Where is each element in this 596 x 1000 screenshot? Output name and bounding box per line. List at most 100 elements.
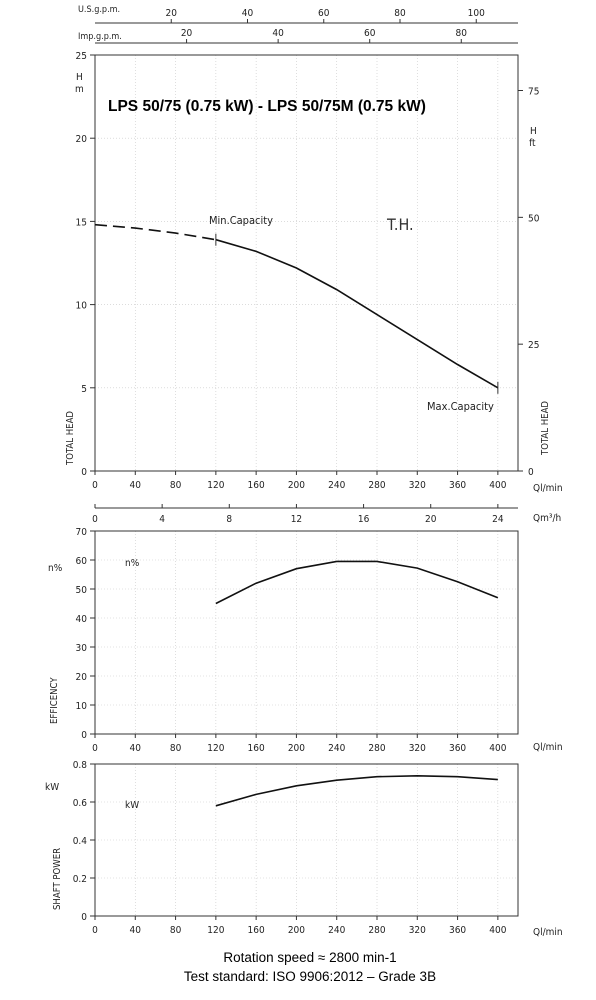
y2-tick-label: 25	[528, 340, 539, 351]
min-capacity-label: Min.Capacity	[209, 214, 273, 227]
x-tick-label: 0	[92, 743, 98, 754]
y-tick-label: 0.6	[73, 798, 88, 809]
x-tick-label: 120	[207, 925, 224, 936]
head-axis-title: TOTAL HEAD	[65, 411, 76, 466]
x-tick-label: 400	[489, 925, 506, 936]
power-unit: kW	[45, 782, 59, 793]
y-tick-label: 20	[76, 672, 88, 683]
top-axis-tick-label: 40	[272, 28, 284, 39]
x-tick-label: 160	[248, 743, 265, 754]
efficiency-unit: n%	[48, 563, 63, 574]
x-tick-label: 40	[130, 480, 142, 491]
head-ft-unit-h: H	[530, 126, 537, 137]
x-tick-label: 200	[288, 925, 305, 936]
x-tick-label: 200	[288, 743, 305, 754]
x-tick-label: 200	[288, 480, 305, 491]
x-tick-label: 280	[368, 743, 385, 754]
top-axis-tick-label: 80	[456, 28, 468, 39]
x-tick-label: 0	[92, 480, 98, 491]
x-tick-label: 80	[170, 925, 182, 936]
x-tick-label: 40	[130, 743, 142, 754]
y-tick-label: 15	[76, 217, 87, 228]
power-series-label: kW	[125, 800, 139, 811]
y2-tick-label: 75	[528, 87, 539, 98]
power-axis-title: SHAFT POWER	[52, 848, 63, 910]
head-x-unit: Ql/min	[533, 483, 563, 494]
head-ft-axis-title: TOTAL HEAD	[540, 401, 551, 456]
m3h-tick-label: 16	[358, 514, 370, 525]
x-tick-label: 120	[207, 480, 224, 491]
y-tick-label: 0.2	[73, 874, 87, 885]
power-panel: 0 0.2 0.4 0.6 0.8 0 40 80 120 160 200 240 280 320 360…	[45, 760, 563, 938]
x-tick-label: 80	[170, 480, 182, 491]
y-tick-label: 10	[76, 301, 88, 312]
top-axis-tick-label: 60	[364, 28, 376, 39]
y-tick-label: 0	[81, 730, 87, 741]
top-axis-tick-label: 60	[318, 8, 330, 19]
imp-gpm-label: Imp.g.p.m.	[78, 32, 122, 42]
m3h-tick-label: 20	[425, 514, 437, 525]
power-curve	[215, 774, 498, 807]
head-unit-m: m	[75, 84, 84, 95]
max-capacity-label: Max.Capacity	[427, 400, 494, 413]
m3h-tick-label: 12	[291, 514, 302, 525]
x-tick-label: 400	[489, 743, 506, 754]
y-tick-label: 25	[76, 51, 87, 62]
x-tick-label: 120	[207, 743, 224, 754]
test-standard-note: Test standard: ISO 9906:2012 – Grade 3B	[184, 969, 436, 984]
m3h-tick-label: 4	[159, 514, 165, 525]
efficiency-plot-frame	[94, 530, 519, 735]
head-ft-unit-ft: ft	[529, 138, 536, 149]
efficiency-series-label: n%	[125, 558, 140, 569]
x-tick-label: 360	[449, 480, 466, 491]
x-tick-label: 160	[248, 480, 265, 491]
m3h-tick-label: 8	[226, 514, 232, 525]
head-plot-frame	[94, 54, 519, 472]
top-axis-tick-label: 80	[394, 8, 406, 19]
x-tick-label: 320	[409, 743, 426, 754]
efficiency-x-unit: Ql/min	[533, 742, 563, 753]
chart-title: LPS 50/75 (0.75 kW) - LPS 50/75M (0.75 k…	[108, 98, 426, 115]
m3h-unit-label: Qm³/h	[533, 513, 561, 524]
m3h-tick-label: 24	[492, 514, 504, 525]
y-tick-label: 40	[76, 614, 88, 625]
y-tick-label: 60	[76, 556, 88, 567]
head-curve-dashed	[94, 223, 216, 241]
x-tick-label: 280	[368, 480, 385, 491]
y-tick-label: 0.8	[73, 760, 88, 771]
x-tick-label: 320	[409, 925, 426, 936]
us-gpm-label: U.S.g.p.m.	[78, 5, 120, 15]
x-tick-label: 0	[92, 925, 98, 936]
y-tick-label: 70	[76, 527, 88, 538]
x-tick-label: 240	[328, 743, 345, 754]
y-tick-label: 30	[76, 643, 88, 654]
x-tick-label: 80	[170, 743, 182, 754]
head-unit-h: H	[76, 72, 83, 83]
y-tick-label: 0	[81, 467, 87, 478]
x-tick-label: 160	[248, 925, 265, 936]
x-tick-label: 320	[409, 480, 426, 491]
efficiency-curve	[215, 560, 499, 605]
efficiency-panel: 0 10 20 30 40 50 60 70 0 40 80 120 160 200 240 280 320 3…	[48, 527, 563, 754]
x-tick-label: 360	[449, 743, 466, 754]
y-tick-label: 5	[81, 384, 87, 395]
y-tick-label: 20	[76, 134, 88, 145]
y-tick-label: 0.4	[73, 836, 88, 847]
y2-tick-label: 0	[528, 467, 534, 478]
power-x-unit: Ql/min	[533, 927, 563, 938]
y-tick-label: 10	[76, 701, 88, 712]
efficiency-axis-title: EFFICENCY	[49, 677, 60, 724]
x-tick-label: 240	[328, 925, 345, 936]
top-axis-tick-label: 100	[468, 8, 485, 19]
top-axis-tick-label: 40	[242, 8, 254, 19]
x-tick-label: 280	[368, 925, 385, 936]
th-series-label: T.H.	[386, 215, 414, 234]
top-axis-tick-label: 20	[181, 28, 193, 39]
x-tick-label: 40	[130, 925, 142, 936]
x-tick-label: 240	[328, 480, 345, 491]
y-tick-label: 50	[76, 585, 88, 596]
rotation-speed-note: Rotation speed ≈ 2800 min-1	[223, 950, 396, 965]
x-tick-label: 400	[489, 480, 506, 491]
y-tick-label: 0	[81, 912, 87, 923]
